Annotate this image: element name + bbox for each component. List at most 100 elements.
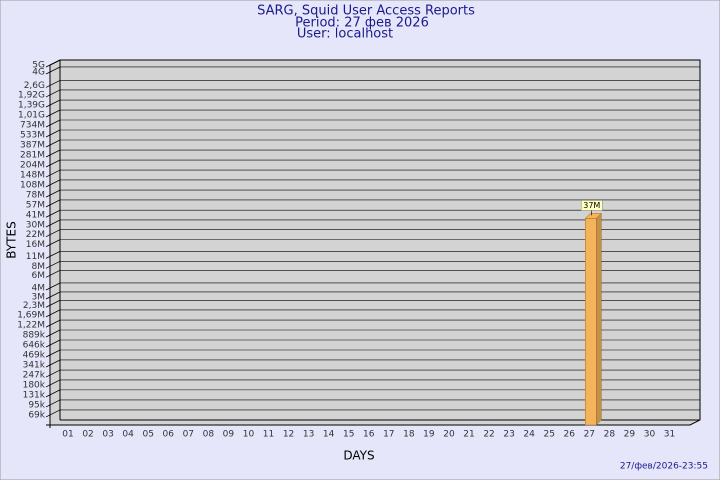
tick-mark	[45, 269, 61, 278]
tick-mark	[45, 299, 61, 308]
tick-mark	[45, 409, 61, 418]
x-tick-label: 13	[303, 430, 314, 440]
tick-mark	[45, 239, 61, 247]
y-tick-label: 1,39G	[18, 101, 45, 111]
tick-mark	[45, 119, 61, 128]
tick-mark	[45, 399, 61, 408]
tick-mark	[45, 209, 61, 218]
y-tick-label: 8M	[32, 262, 46, 272]
y-tick-label: 734M	[20, 120, 45, 130]
x-tick-label: 05	[142, 430, 153, 440]
tick-mark	[45, 169, 61, 178]
x-tick-label: 31	[664, 430, 675, 440]
x-tick-label: 11	[263, 430, 274, 440]
y-tick-label: 180k	[23, 380, 46, 390]
x-tick-label: 24	[523, 430, 535, 440]
y-tick-label: 22M	[26, 230, 45, 240]
y-tick-label: 889k	[23, 331, 46, 341]
tick-mark	[45, 379, 61, 388]
y-tick-label: 69k	[28, 410, 45, 420]
x-tick-label: 07	[183, 430, 194, 440]
x-tick-label: 21	[463, 430, 474, 440]
x-tick-label: 27	[584, 430, 595, 440]
footer: 27/фев/2026-23:55	[620, 462, 708, 472]
y-tick-label: 78M	[26, 191, 45, 201]
x-tick-label: 01	[62, 430, 73, 440]
subtitle: User: localhost	[297, 27, 393, 42]
tick-mark	[45, 59, 61, 68]
tick-mark	[45, 89, 61, 98]
y-tick-label: 1,22M	[17, 321, 45, 331]
x-tick-label: 04	[122, 430, 134, 440]
tick-mark	[45, 139, 61, 148]
x-tick-label: 06	[163, 430, 175, 440]
x-tick-label: 14	[323, 430, 335, 440]
tick-mark	[45, 260, 61, 269]
y-tick-label: 646k	[23, 340, 46, 350]
x-axis-label: DAYS	[343, 449, 374, 463]
tick-mark	[45, 359, 61, 368]
x-tick-label: 12	[283, 430, 294, 440]
x-tick-label: 17	[383, 430, 394, 440]
y-tick-label: 2,6G	[24, 81, 45, 91]
y-tick-label: 247k	[23, 371, 46, 381]
tick-mark	[45, 250, 61, 259]
x-tick-label: 03	[102, 430, 113, 440]
tick-mark	[45, 282, 61, 291]
x-tick-label: 29	[624, 430, 636, 440]
x-tick-label: 15	[343, 430, 354, 440]
x-tick-label: 10	[243, 430, 255, 440]
y-tick-label: 6M	[32, 271, 46, 281]
y-tick-label: 131k	[23, 390, 46, 400]
y-tick-label: 41M	[26, 211, 45, 221]
y-tick-label: 281M	[20, 151, 45, 161]
x-tick-label: 08	[203, 430, 215, 440]
y-tick-label: 57M	[26, 200, 45, 210]
y-tick-label: 533M	[20, 131, 45, 141]
y-tick-label: 1,92G	[18, 90, 45, 100]
tick-mark	[45, 219, 61, 228]
y-tick-label: 108M	[20, 180, 45, 190]
tick-mark	[45, 129, 61, 138]
y-tick-label: 1,69M	[17, 310, 45, 320]
x-tick-label: 18	[403, 430, 415, 440]
x-tick-label: 09	[223, 430, 235, 440]
y-tick-label: 2,3M	[23, 301, 45, 311]
chart-title: SARG, Squid User Access Reports	[257, 4, 475, 19]
tick-mark	[45, 329, 61, 338]
y-tick-label: 387M	[20, 141, 45, 151]
y-axis-label: BYTES	[5, 221, 19, 258]
tick-mark	[45, 369, 61, 378]
x-tick-label: 19	[423, 430, 435, 440]
y-tick-label: 4G	[32, 67, 45, 77]
y-tick-label: 204M	[20, 161, 45, 171]
tick-mark	[45, 291, 61, 300]
y-tick-label: 3M	[32, 292, 46, 302]
tick-mark	[45, 199, 61, 208]
value-label-box	[581, 200, 603, 211]
x-tick-label: 28	[604, 430, 616, 440]
x-tick-label: 16	[363, 430, 375, 440]
y-tick-label: 148M	[20, 171, 45, 181]
tick-mark	[45, 99, 61, 108]
tick-mark	[45, 319, 61, 328]
tick-mark	[45, 159, 61, 168]
tick-mark	[45, 179, 61, 188]
tick-mark	[45, 309, 61, 318]
y-tick-label: 5G	[32, 61, 45, 71]
x-tick-label: 02	[82, 430, 93, 440]
bar-side	[596, 212, 602, 426]
x-tick-label: 23	[503, 430, 514, 440]
tick-mark	[45, 339, 61, 348]
bar	[585, 218, 597, 426]
x-tick-label: 22	[483, 430, 494, 440]
tick-mark	[45, 66, 61, 75]
tick-mark	[45, 80, 61, 88]
y-tick-label: 16M	[26, 240, 45, 250]
value-label: 37M	[583, 201, 600, 210]
tick-mark	[45, 389, 61, 398]
x-tick-label: 26	[564, 430, 576, 440]
y-tick-label: 95k	[28, 400, 45, 410]
x-tick-label: 25	[543, 430, 554, 440]
